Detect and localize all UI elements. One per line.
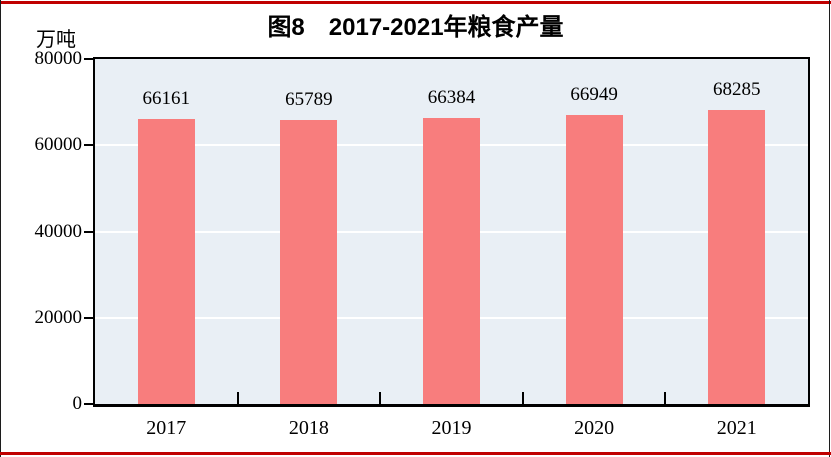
y-tick-label: 20000 (34, 306, 83, 328)
x-tick-label: 2021 (716, 417, 757, 439)
page-left-edge-line (0, 0, 1, 457)
x-tick-mark (521, 392, 524, 404)
top-divider-rule (0, 1, 831, 4)
y-tick-mark (84, 230, 93, 233)
bar-value-label: 68285 (712, 78, 761, 100)
x-tick-label: 2019 (431, 417, 472, 439)
x-tick-mark (664, 392, 667, 404)
y-tick-label: 40000 (34, 220, 83, 242)
y-tick-mark (84, 58, 93, 60)
x-tick-mark (236, 392, 239, 404)
plot-area (93, 57, 810, 407)
bar (708, 109, 766, 404)
y-tick-label: 80000 (34, 48, 83, 69)
bar-value-label: 66384 (427, 86, 476, 108)
y-tick-label: 0 (72, 393, 83, 414)
bar (280, 120, 338, 404)
y-axis-unit-label: 万吨 (36, 29, 76, 51)
x-tick-label: 2018 (288, 417, 329, 439)
bar-value-label: 66161 (142, 87, 191, 109)
bar (565, 115, 623, 404)
y-tick-mark (84, 403, 93, 405)
bar (423, 117, 480, 404)
x-tick-label: 2017 (146, 417, 187, 439)
x-tick-label: 2020 (574, 417, 615, 439)
bar-value-label: 66949 (570, 84, 618, 106)
x-tick-mark (379, 392, 382, 404)
bar-value-label: 65789 (285, 89, 333, 111)
page-right-edge-line (829, 0, 830, 457)
y-tick-mark (84, 316, 93, 319)
chart-title: 图8 2017-2021年粮食产量 (267, 14, 564, 41)
y-tick-mark (84, 144, 93, 147)
y-tick-label: 60000 (34, 134, 83, 156)
bottom-divider-rule (0, 452, 831, 455)
bar (137, 118, 195, 404)
